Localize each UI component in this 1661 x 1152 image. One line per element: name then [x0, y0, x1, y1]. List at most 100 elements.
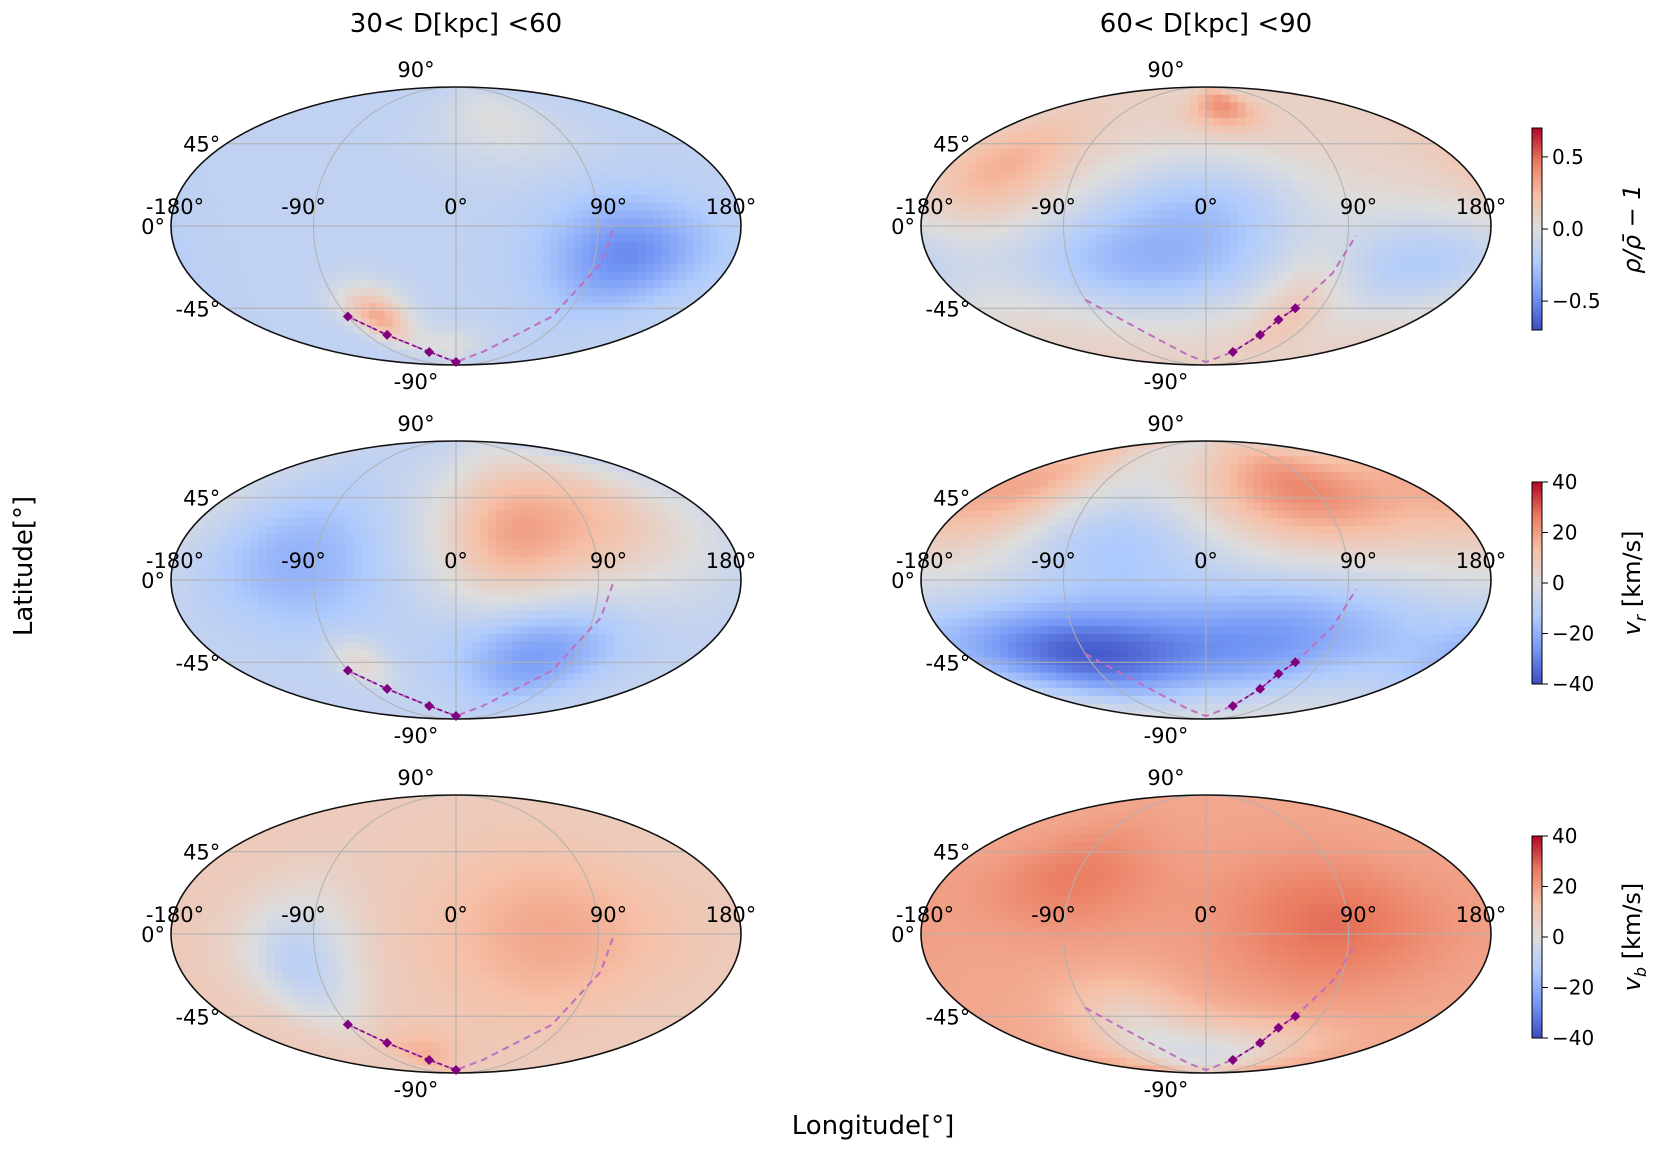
- heatmap-cell: [1324, 102, 1334, 111]
- heatmap-cell: [432, 287, 441, 297]
- heatmap-cell: [511, 187, 520, 196]
- heatmap-cell: [1229, 241, 1239, 250]
- heatmap-cell: [171, 102, 180, 111]
- heatmap-cell: [440, 249, 449, 258]
- heatmap-cell: [968, 156, 978, 165]
- heatmap-cell: [495, 94, 505, 104]
- heatmap-cell: [1356, 164, 1365, 173]
- heatmap-cell: [936, 241, 946, 250]
- heatmap-cell: [416, 110, 425, 119]
- heatmap-cell: [606, 226, 615, 235]
- heatmap-cell: [297, 357, 307, 365]
- heatmap-cell: [1166, 280, 1175, 289]
- heatmap-cell: [1150, 179, 1160, 188]
- heatmap-cell: [1356, 202, 1365, 212]
- heatmap-cell: [250, 171, 259, 181]
- heatmap-cell: [250, 341, 259, 351]
- heatmap-cell: [511, 117, 520, 127]
- heatmap-cell: [1459, 187, 1468, 196]
- heatmap-cell: [1372, 303, 1381, 312]
- heatmap-cell: [1356, 94, 1365, 104]
- heatmap-cell: [266, 179, 275, 188]
- heatmap-cell: [495, 318, 505, 327]
- heatmap-cell: [1459, 87, 1468, 96]
- heatmap-cell: [535, 141, 544, 150]
- heatmap-cell: [709, 164, 718, 173]
- heatmap-cell: [345, 210, 354, 219]
- heatmap-cell: [1023, 133, 1033, 142]
- heatmap-cell: [1316, 210, 1326, 219]
- heatmap-cell: [960, 272, 970, 281]
- heatmap-cell: [424, 272, 433, 281]
- heatmap-cell: [519, 202, 528, 212]
- heatmap-cell: [1419, 195, 1429, 204]
- heatmap-cell: [1451, 202, 1460, 212]
- heatmap-cell: [1111, 233, 1120, 243]
- heatmap-cell: [646, 264, 655, 273]
- heatmap-cell: [1095, 87, 1104, 96]
- heatmap-cell: [432, 226, 441, 235]
- heatmap-cell: [1443, 334, 1453, 343]
- heatmap-cell: [566, 280, 576, 289]
- heatmap-cell: [1419, 179, 1429, 188]
- heatmap-cell: [242, 110, 251, 119]
- heatmap-cell: [1134, 156, 1144, 165]
- heatmap-cell: [408, 156, 418, 165]
- heatmap-cell: [1079, 156, 1088, 165]
- heatmap-cell: [1063, 202, 1073, 212]
- heatmap-cell: [1459, 94, 1468, 104]
- heatmap-cell: [471, 256, 481, 266]
- heatmap-cell: [1475, 110, 1484, 119]
- heatmap-cell: [1055, 202, 1065, 212]
- heatmap-cell: [558, 87, 568, 96]
- heatmap-cell: [1213, 233, 1223, 243]
- heatmap-cell: [543, 295, 552, 304]
- heatmap-cell: [598, 310, 608, 320]
- heatmap-cell: [960, 218, 970, 227]
- heatmap-cell: [448, 218, 457, 227]
- heatmap-cell: [661, 110, 671, 119]
- heatmap-cell: [638, 249, 647, 258]
- heatmap-cell: [1475, 218, 1484, 227]
- heatmap-cell: [1348, 148, 1358, 158]
- heatmap-cell: [733, 341, 741, 351]
- heatmap-cell: [178, 195, 188, 204]
- heatmap-cell: [1023, 233, 1033, 243]
- heatmap-cell: [1166, 233, 1175, 243]
- heatmap-cell: [606, 272, 615, 281]
- heatmap-cell: [1182, 256, 1191, 266]
- heatmap-cell: [1237, 156, 1247, 165]
- heatmap-cell: [1198, 171, 1207, 181]
- heatmap-cell: [242, 171, 251, 181]
- heatmap-cell: [1261, 287, 1270, 297]
- heatmap-cell: [1111, 141, 1120, 150]
- heatmap-cell: [1150, 141, 1160, 150]
- heatmap-cell: [622, 171, 631, 181]
- heatmap-cell: [1419, 295, 1429, 304]
- heatmap-cell: [511, 179, 520, 188]
- heatmap-cell: [1182, 303, 1191, 312]
- heatmap-cell: [677, 87, 687, 96]
- heatmap-cell: [1324, 202, 1334, 212]
- heatmap-cell: [337, 226, 346, 235]
- heatmap-cell: [1000, 241, 1009, 250]
- heatmap-cell: [313, 148, 323, 158]
- heatmap-cell: [321, 226, 330, 235]
- heatmap-cell: [717, 233, 726, 243]
- heatmap-cell: [448, 94, 457, 104]
- heatmap-cell: [1174, 334, 1183, 343]
- heatmap-cell: [960, 256, 970, 266]
- heatmap-cell: [614, 133, 623, 142]
- heatmap-cell: [321, 334, 330, 343]
- heatmap-cell: [242, 133, 251, 142]
- heatmap-cell: [928, 334, 938, 343]
- heatmap-cell: [1047, 233, 1057, 243]
- heatmap-cell: [960, 210, 970, 219]
- heatmap-cell: [345, 326, 354, 335]
- heatmap-cell: [226, 326, 235, 335]
- heatmap-cell: [984, 210, 993, 219]
- heatmap-cell: [376, 341, 386, 351]
- heatmap-cell: [479, 164, 489, 173]
- heatmap-cell: [171, 210, 180, 219]
- heatmap-cell: [353, 94, 362, 104]
